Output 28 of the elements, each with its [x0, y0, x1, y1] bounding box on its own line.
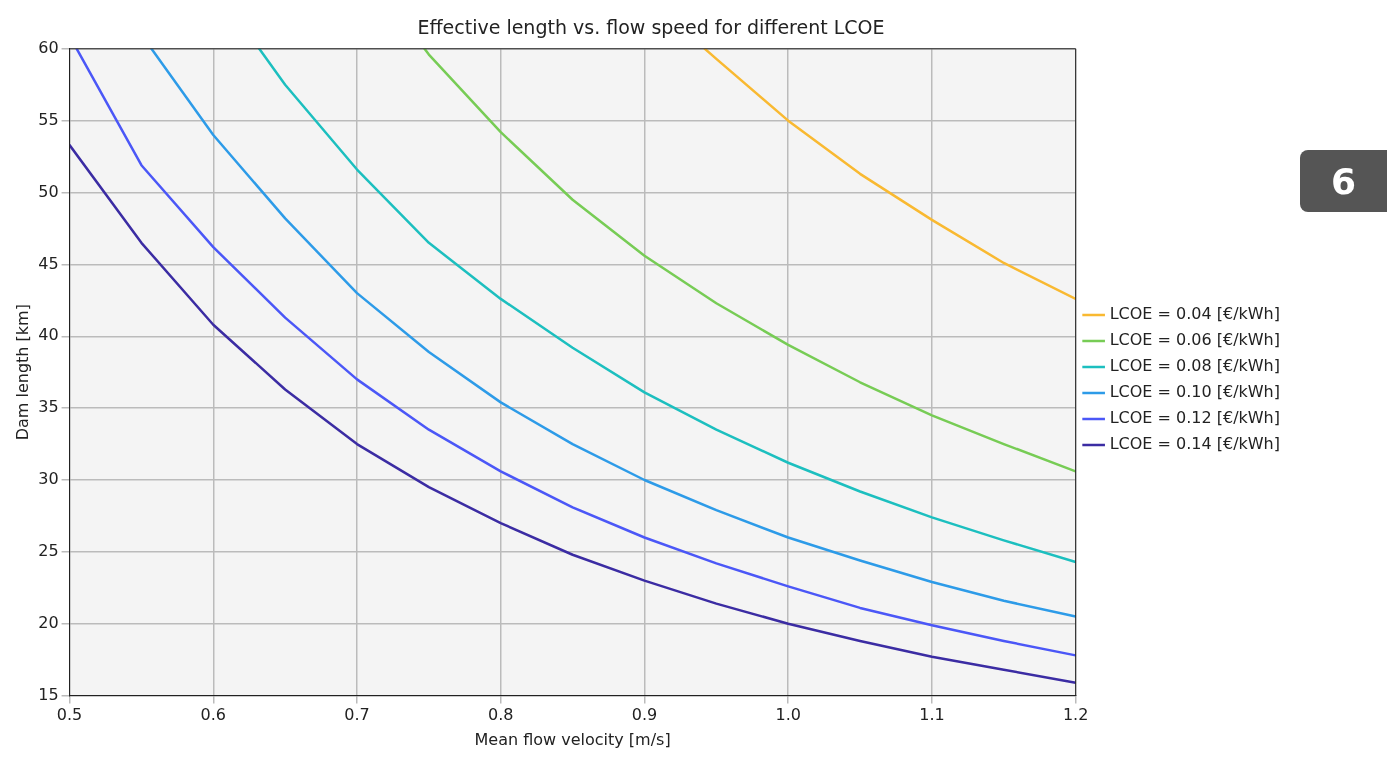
- x-tick-label: 0.9: [631, 705, 658, 725]
- y-tick-label: 50: [38, 181, 59, 201]
- legend-label: LCOE = 0.04 [€/kWh]: [1109, 304, 1280, 324]
- y-tick-label: 60: [38, 37, 59, 57]
- y-tick-label: 45: [38, 253, 59, 273]
- x-tick-label: 1.2: [1062, 705, 1089, 725]
- x-tick-label: 1.0: [775, 705, 801, 725]
- y-tick-label: 55: [38, 109, 59, 129]
- legend-label: LCOE = 0.08 [€/kWh]: [1109, 356, 1280, 376]
- y-tick-label: 30: [38, 469, 59, 489]
- x-tick-label: 0.7: [344, 705, 370, 725]
- y-axis-title: Dam length [km]: [12, 304, 32, 441]
- x-tick-label: 0.8: [488, 705, 514, 725]
- x-tick-label: 1.1: [919, 705, 945, 725]
- y-tick-label: 25: [38, 541, 59, 561]
- legend-label: LCOE = 0.14 [€/kWh]: [1109, 434, 1280, 454]
- y-tick-label: 40: [38, 325, 59, 345]
- y-tick-label: 20: [38, 612, 59, 632]
- legend-label: LCOE = 0.06 [€/kWh]: [1109, 330, 1280, 350]
- x-tick-label: 0.6: [200, 705, 227, 725]
- y-tick-label: 15: [38, 684, 59, 704]
- legend-label: LCOE = 0.10 [€/kWh]: [1109, 382, 1280, 402]
- x-axis-title: Mean flow velocity [m/s]: [474, 729, 671, 749]
- chart-title: Effective length vs. flow speed for different LCOE: [417, 16, 885, 39]
- text: 6: [1300, 150, 1387, 212]
- y-tick-label: 35: [38, 397, 59, 417]
- legend-label: LCOE = 0.12 [€/kWh]: [1109, 408, 1280, 428]
- x-tick-label: 0.5: [56, 705, 83, 725]
